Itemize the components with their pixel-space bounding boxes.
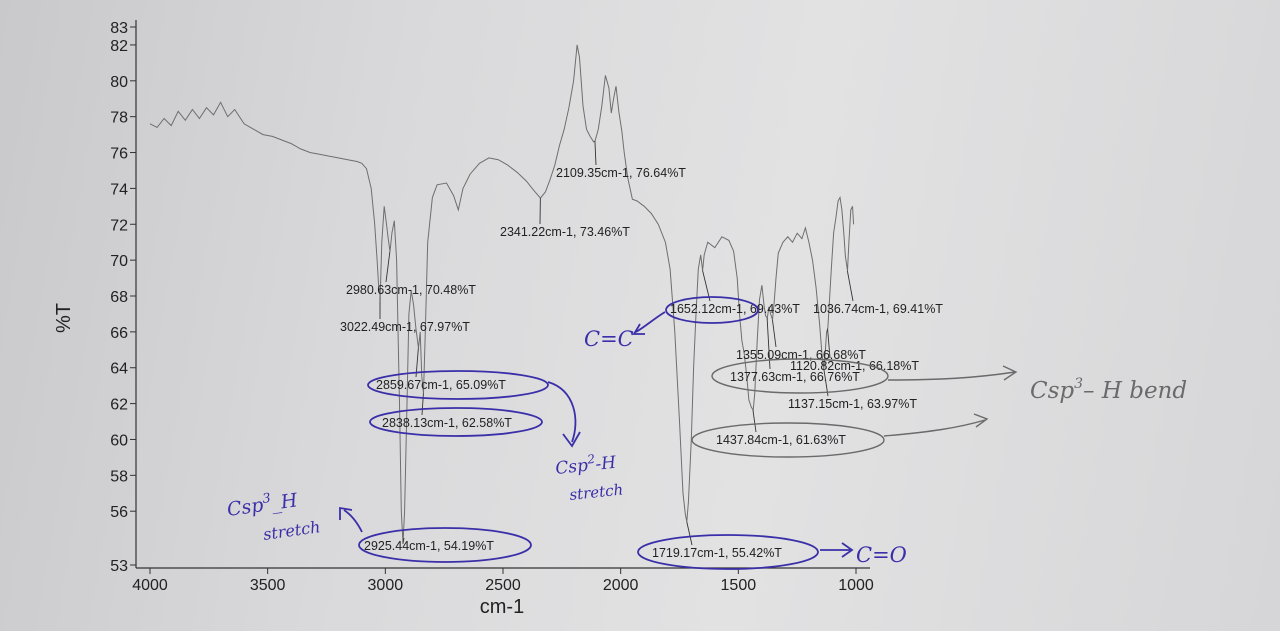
y-tick-label: 74 (110, 181, 128, 198)
x-tick-label: 1500 (721, 577, 757, 594)
peak-label: 1652.12cm-1, 69.43%T (670, 302, 800, 316)
y-tick-label: 53 (110, 558, 128, 575)
annotation-sp2-stretch: Csp2-H (554, 450, 618, 479)
annotation-carbonyl: C=O (856, 543, 907, 567)
peak-leader-line (385, 251, 391, 283)
arrow-sp3-head (339, 506, 353, 520)
y-axis-label: %T (53, 303, 75, 333)
x-tick-label: 2500 (485, 577, 521, 594)
peak-leader-line (421, 393, 424, 416)
y-tick-label: 82 (110, 38, 128, 55)
annotation-sp3-bend: Csp3– H bend (1030, 376, 1187, 404)
y-tick-label: 56 (110, 504, 128, 521)
y-tick-label: 72 (110, 217, 128, 234)
y-tick-label: 60 (110, 432, 128, 449)
pencil-circles (691, 358, 1018, 458)
circle-1652 (665, 296, 759, 324)
peak-label: 1137.15cm-1, 63.97%T (788, 397, 917, 411)
x-tick-label: 2000 (603, 577, 639, 594)
arrow-sp3 (343, 509, 363, 533)
circle-1437 (691, 422, 885, 458)
x-axis-ticks: 4000 3500 3000 2500 2000 1500 1000 (132, 568, 874, 594)
arrow-carbonyl-head (841, 542, 854, 558)
arrow-bend-1 (887, 371, 1016, 381)
x-axis-label: cm-1 (480, 596, 524, 618)
arrow-bend-1-head (1002, 365, 1018, 381)
arrow-sp2 (547, 381, 577, 443)
annotation-alkene: C=C (584, 327, 634, 351)
peak-labels: 2109.35cm-1, 76.64%T 2341.22cm-1, 73.46%T… (340, 141, 943, 560)
pen-circles (339, 296, 854, 570)
peak-leader-line (402, 537, 405, 544)
annotation-sp2-stretch-2: stretch (569, 480, 624, 504)
peak-label: 2109.35cm-1, 76.64%T (556, 166, 686, 180)
y-tick-label: 83 (110, 20, 128, 37)
peak-label: 1377.63cm-1, 66.76%T (730, 370, 860, 384)
peak-label: 2859.67cm-1, 65.09%T (376, 378, 506, 392)
peak-leader-line (771, 319, 777, 348)
peak-label: 2980.63cm-1, 70.48%T (346, 283, 476, 297)
arrow-alkene (635, 311, 666, 333)
peak-label: 1036.74cm-1, 69.41%T (813, 302, 943, 316)
x-tick-label: 3000 (368, 577, 404, 594)
y-tick-label: 64 (110, 361, 128, 378)
peak-leader-line (827, 328, 831, 359)
circle-1377 (711, 358, 889, 394)
x-tick-label: 1000 (838, 577, 874, 594)
peak-label: 1719.17cm-1, 55.42%T (652, 546, 782, 560)
x-tick-label: 4000 (132, 577, 168, 594)
arrow-sp2-head (562, 431, 581, 448)
x-tick-label: 3500 (250, 577, 286, 594)
circle-2838 (369, 407, 543, 437)
peak-leader-line (752, 410, 757, 433)
y-tick-label: 80 (110, 74, 128, 91)
peak-leader-line (846, 270, 854, 302)
peak-label: 1120.82cm-1, 66.18%T (790, 359, 919, 373)
circle-1719 (637, 534, 819, 570)
y-tick-label: 66 (110, 325, 128, 342)
y-tick-label: 70 (110, 253, 128, 270)
y-tick-label: 78 (110, 110, 128, 127)
peak-leader-line (702, 270, 711, 302)
circle-2925 (358, 527, 532, 563)
annotation-sp3-stretch-2: stretch (262, 517, 322, 544)
peak-label: 2925.44cm-1, 54.19%T (364, 539, 494, 553)
y-tick-label: 76 (110, 146, 128, 163)
arrow-bend-2-head (973, 413, 989, 428)
peak-label: 2341.22cm-1, 73.46%T (500, 225, 630, 239)
arrow-alkene-head (632, 323, 645, 335)
peak-leader-line (823, 368, 829, 397)
peak-leader-line (686, 521, 693, 546)
circle-2859 (367, 370, 549, 400)
y-tick-label: 62 (110, 397, 128, 414)
arrow-bend-2 (883, 419, 986, 437)
spectrum-line (149, 44, 855, 544)
y-tick-label: 58 (110, 468, 128, 485)
peak-label: 3022.49cm-1, 67.97%T (340, 320, 470, 334)
annotation-sp3-stretch: Csp3_H (225, 487, 299, 521)
peak-label: 2838.13cm-1, 62.58%T (382, 416, 512, 430)
y-tick-label: 68 (110, 289, 128, 306)
peak-label: 1437.84cm-1, 61.63%T (716, 433, 846, 447)
peak-leader-line (594, 141, 597, 166)
